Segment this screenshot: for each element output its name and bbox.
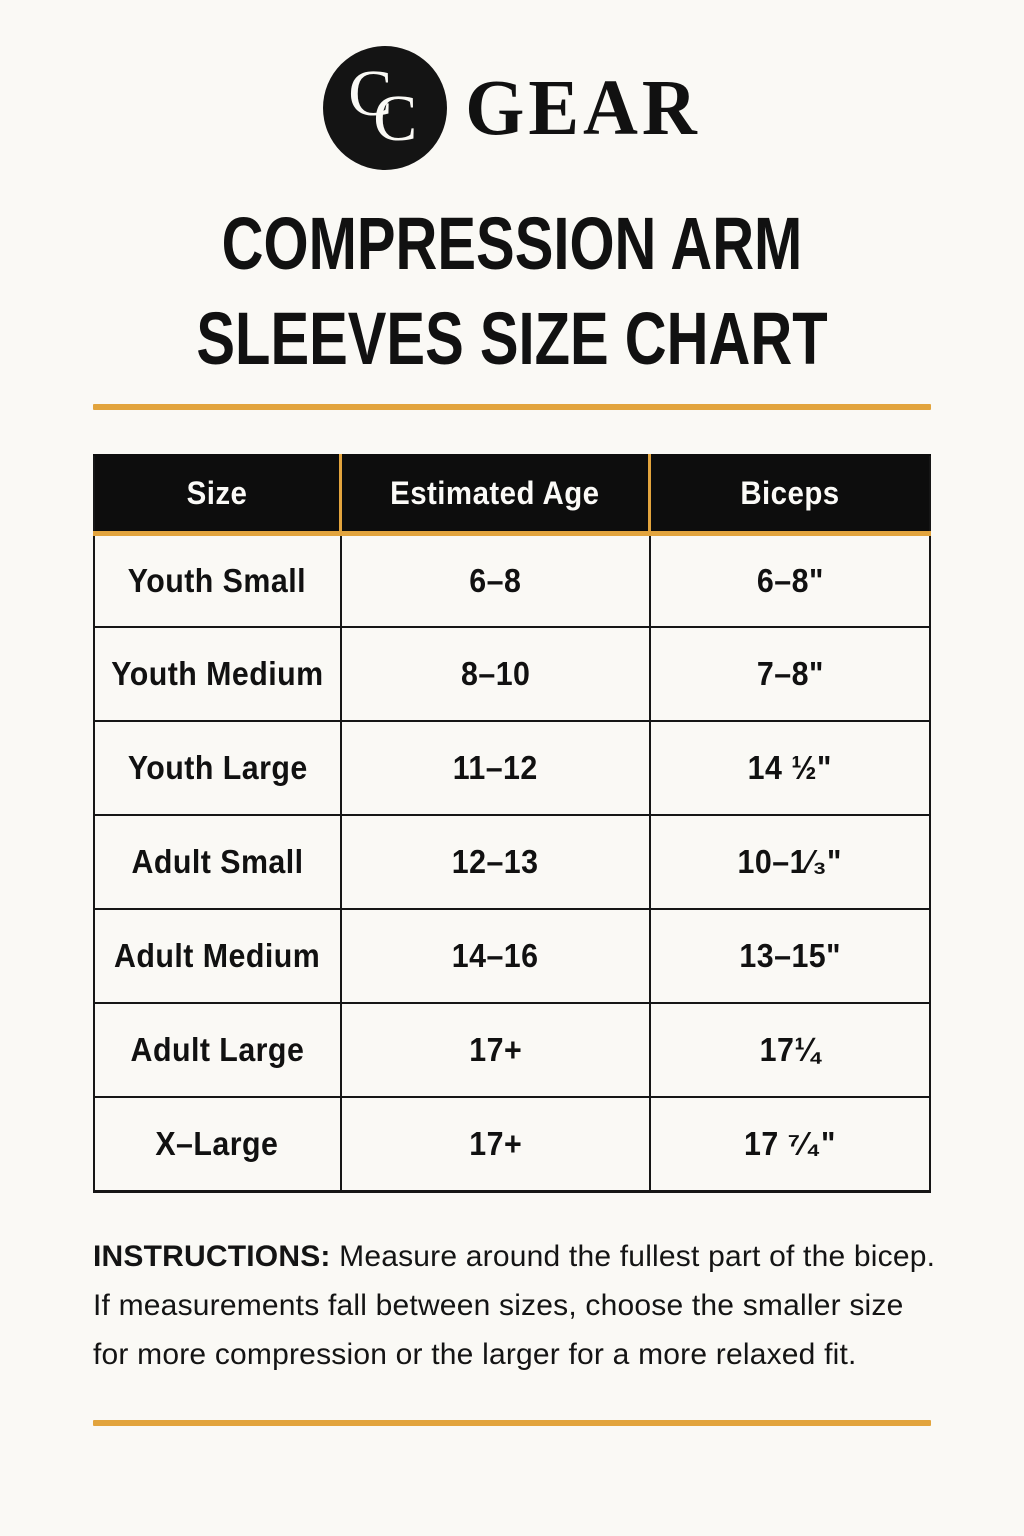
size-chart-table: Size Estimated Age Biceps Youth Small 6–… bbox=[93, 454, 932, 1193]
cell-size: Youth Small bbox=[93, 532, 342, 629]
cell-biceps: 17 ⁷⁄₄" bbox=[648, 1096, 932, 1193]
header-row: Size Estimated Age Biceps bbox=[94, 454, 930, 536]
monogram-letter: C bbox=[348, 57, 393, 130]
cell-biceps: 13–15" bbox=[648, 908, 932, 1005]
table-row: Youth Small 6–8 6–8" bbox=[93, 532, 932, 629]
cell-age: 17+ bbox=[339, 1096, 651, 1193]
header-estimated-age: Estimated Age bbox=[339, 454, 650, 536]
table-row: Youth Large 11–12 14 ½" bbox=[93, 720, 932, 817]
cell-size: Adult Small bbox=[93, 814, 342, 911]
table-row: Adult Large 17+ 17¼ bbox=[93, 1002, 932, 1099]
cell-age: 6–8 bbox=[339, 532, 651, 629]
instructions-text: INSTRUCTIONS: Measure around the fullest… bbox=[93, 1233, 938, 1380]
cell-biceps: 6–8" bbox=[648, 532, 932, 629]
cell-biceps: 7–8" bbox=[648, 626, 932, 723]
page-title-line1: COMPRESSION ARM bbox=[221, 201, 803, 286]
cell-age: 12–13 bbox=[339, 814, 651, 911]
cc-monogram-icon: C C bbox=[323, 46, 448, 170]
cell-size: Adult Medium bbox=[93, 908, 342, 1005]
page-title-line2: SLEEVES SIZE CHART bbox=[196, 297, 828, 381]
cell-age: 14–16 bbox=[339, 908, 651, 1005]
cell-age: 17+ bbox=[339, 1002, 651, 1099]
table-row: Adult Medium 14–16 13–15" bbox=[93, 908, 932, 1005]
cell-size: Youth Large bbox=[93, 720, 342, 817]
table-row: Youth Medium 8–10 7–8" bbox=[93, 626, 932, 723]
table-header: Size Estimated Age Biceps bbox=[94, 454, 930, 536]
cell-age: 11–12 bbox=[339, 720, 651, 817]
cell-biceps: 10–1⁄₃" bbox=[648, 814, 932, 911]
monogram-letter: C bbox=[373, 82, 418, 155]
instructions-label: INSTRUCTIONS: bbox=[93, 1239, 331, 1273]
cell-size: Adult Large bbox=[93, 1002, 342, 1099]
brand-name: GEAR bbox=[465, 64, 701, 152]
cell-age: 8–10 bbox=[339, 626, 651, 723]
instructions-body: Measure around the fullest part of the b… bbox=[93, 1239, 936, 1371]
cell-biceps: 17¼ bbox=[648, 1002, 932, 1099]
brand-logo: C C GEAR bbox=[0, 0, 1024, 170]
cell-size: X–Large bbox=[93, 1096, 342, 1193]
cell-biceps: 14 ½" bbox=[648, 720, 932, 817]
header-size: Size bbox=[94, 454, 341, 536]
table-row: X–Large 17+ 17 ⁷⁄₄" bbox=[93, 1096, 932, 1193]
header-biceps: Biceps bbox=[648, 454, 930, 536]
page-title: COMPRESSION ARM SLEEVES SIZE CHART bbox=[0, 196, 1024, 386]
bottom-divider bbox=[93, 1419, 931, 1426]
top-divider bbox=[93, 404, 931, 411]
table-row: Adult Small 12–13 10–1⁄₃" bbox=[93, 814, 932, 911]
cell-size: Youth Medium bbox=[93, 626, 342, 723]
